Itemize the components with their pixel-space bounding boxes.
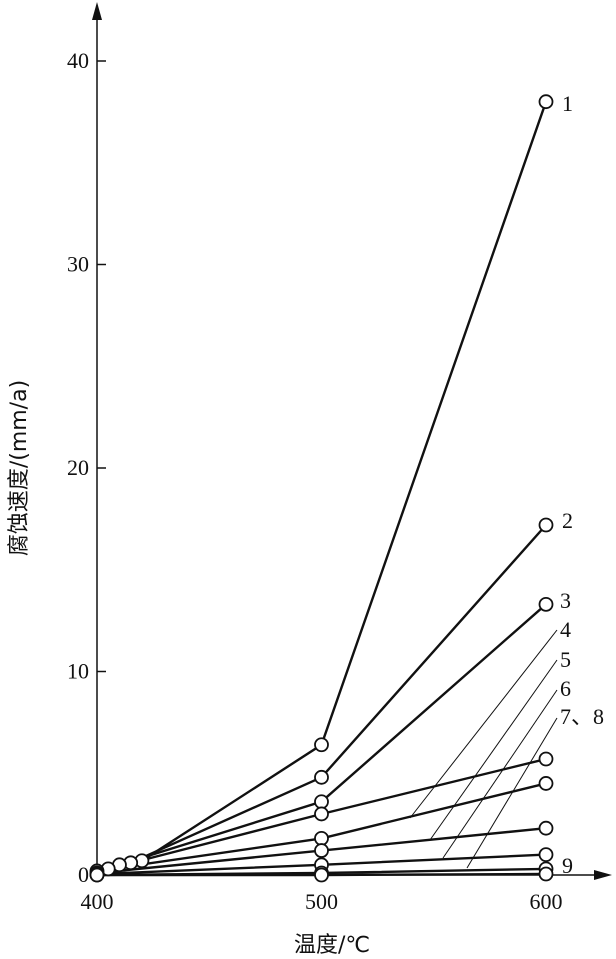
x-axis-title: 温度/℃ bbox=[294, 933, 370, 958]
labels: 温度/℃ 腐蚀速度/(mm/a) 1 2 3 4 5 6 7、8 9 bbox=[7, 91, 604, 958]
axes: 0 10 20 30 40 400 500 600 bbox=[67, 2, 612, 914]
y-axis-arrow bbox=[92, 2, 102, 20]
x-tick-label-600: 600 bbox=[530, 889, 563, 914]
data-point-4-2 bbox=[538, 751, 554, 767]
data-point-7、8-2 bbox=[538, 847, 554, 863]
data-point-base-1 bbox=[314, 867, 329, 883]
x-tick-label-400: 400 bbox=[81, 889, 114, 914]
y-tick-label-10: 10 bbox=[67, 659, 89, 684]
leader-line-4 bbox=[466, 717, 558, 869]
data-point-5-1 bbox=[314, 830, 329, 846]
series-label-2: 2 bbox=[562, 508, 573, 533]
data-point-6-1 bbox=[314, 843, 329, 858]
series-lines bbox=[96, 101, 548, 877]
y-axis-title: 腐蚀速度/(mm/a) bbox=[7, 380, 32, 556]
data-point-2-2 bbox=[538, 517, 554, 533]
x-axis-arrow bbox=[594, 870, 612, 880]
series-label-4: 4 bbox=[560, 617, 571, 642]
leader-lines bbox=[409, 629, 558, 869]
y-tick-label-0: 0 bbox=[78, 862, 89, 887]
series-label-6: 6 bbox=[560, 676, 571, 701]
leader-line-2 bbox=[429, 659, 558, 841]
data-point-4-1 bbox=[314, 806, 329, 822]
y-tick-label-30: 30 bbox=[67, 252, 89, 277]
series-label-7、8: 7、8 bbox=[560, 704, 604, 729]
series-label-5: 5 bbox=[560, 647, 571, 672]
data-point-3-2 bbox=[538, 596, 554, 612]
series-line-3 bbox=[119, 603, 547, 866]
x-tick-label-500: 500 bbox=[305, 889, 338, 914]
series-points bbox=[89, 94, 554, 883]
series-label-9: 9 bbox=[562, 853, 573, 878]
data-point-6-2 bbox=[538, 820, 554, 836]
data-point-base-0 bbox=[89, 867, 105, 883]
leader-line-3 bbox=[442, 689, 558, 859]
series-label-3: 3 bbox=[560, 588, 571, 613]
y-tick-label-40: 40 bbox=[67, 48, 89, 73]
data-point-5-2 bbox=[538, 776, 554, 791]
data-point-1-2 bbox=[538, 94, 554, 110]
data-point-1-1 bbox=[314, 737, 329, 753]
data-point-2-1 bbox=[314, 769, 329, 785]
series-label-1: 1 bbox=[562, 91, 573, 116]
series-line-1 bbox=[141, 101, 548, 862]
data-point-base-2 bbox=[538, 866, 554, 882]
y-tick-label-20: 20 bbox=[67, 455, 89, 480]
data-point-3-1 bbox=[314, 794, 329, 810]
